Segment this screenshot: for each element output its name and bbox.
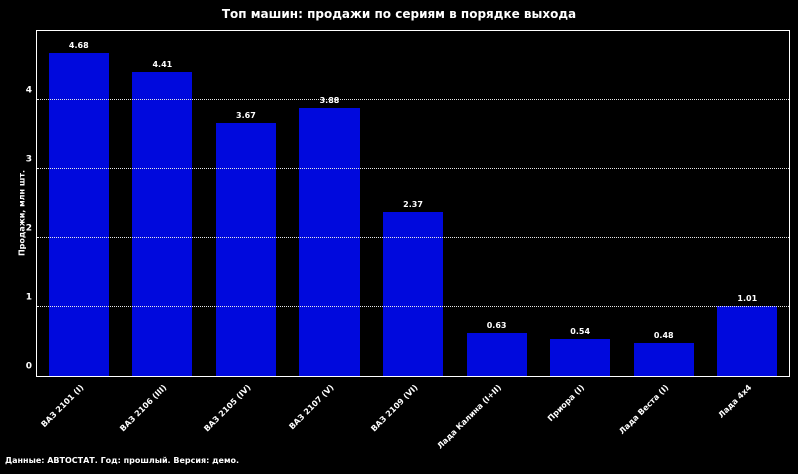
bar-value-label-6: 0.54 [570,326,591,336]
x-tick-label-1: ВАЗ 2106 (III) [118,383,169,434]
y-tick-label-3: 3 [25,154,32,165]
x-tick-label-6: Приора (I) [546,383,587,424]
bar-6: 0.54 [550,327,611,376]
bar-slot-3: 3.88 ВАЗ 2107 (V) [288,31,372,431]
x-tick-label-3: ВАЗ 2107 (V) [287,383,336,432]
plot-area: 4.68 ВАЗ 2101 (I) 4.41 ВАЗ 2106 (III) 3.67 ВА… [26,30,790,451]
bar-value-label-3: 3.88 [319,96,340,106]
bar-4: 2.37 [382,200,444,376]
y-axis-label: Продажи, млн шт. [17,169,27,257]
bar-value-label-1: 4.41 [152,59,173,69]
bar-3: 3.88 [299,96,360,376]
bars-row: 4.68 ВАЗ 2101 (I) 4.41 ВАЗ 2106 (III) 3.67 ВА… [37,31,790,451]
bar-slot-5: 0.63 Лада Калина (I+II) [435,31,539,451]
bar-value-label-5: 0.63 [486,320,507,330]
bar-value-label-2: 3.67 [236,110,256,120]
bar-5: 0.63 [466,321,527,376]
footnote: Данные: АВТОСТАТ. Год: прошлый. Версия: … [5,456,240,465]
bar-slot-0: 4.68 ВАЗ 2101 (I) [37,31,121,429]
y-tick-label-4: 4 [25,85,32,96]
bar-slot-8: 1.01 Лада 4x4 [706,31,790,420]
y-tick-label-1: 1 [25,292,32,303]
bar-value-label-4: 2.37 [403,200,423,210]
x-tick-label-7: Лада Веста (I) [617,383,671,437]
y-tick-label-0: 0 [25,361,32,372]
chart-title: Топ машин: продажи по сериям в порядке в… [221,7,577,21]
bar-slot-6: 0.54 Приора (I) [538,31,622,423]
x-tick-label-4: ВАЗ 2109 (VI) [368,383,420,434]
bar-value-label-0: 4.68 [68,41,89,51]
bar-2: 3.67 [215,111,276,376]
bar-value-label-7: 0.48 [653,330,674,340]
bar-slot-4: 2.37 ВАЗ 2109 (VI) [369,31,455,433]
y-tick-label-2: 2 [25,223,32,234]
bar-value-label-8: 1.01 [737,294,758,304]
bar-slot-1: 4.41 ВАЗ 2106 (III) [118,31,205,433]
x-tick-label-5: Лада Калина (I+II) [435,383,503,451]
x-tick-label-2: ВАЗ 2105 (IV) [201,383,253,434]
x-tick-label-8: Лада 4x4 [716,383,754,420]
bar-slot-2: 3.67 ВАЗ 2105 (IV) [202,31,288,433]
bar-8: 1.01 [717,294,778,376]
bar-slot-7: 0.48 Лада Веста (I) [617,31,706,436]
bar-1: 4.41 [132,60,193,376]
x-tick-label-0: ВАЗ 2101 (I) [39,383,86,430]
bar-0: 4.68 [48,41,109,376]
bar-7: 0.48 [633,331,694,376]
